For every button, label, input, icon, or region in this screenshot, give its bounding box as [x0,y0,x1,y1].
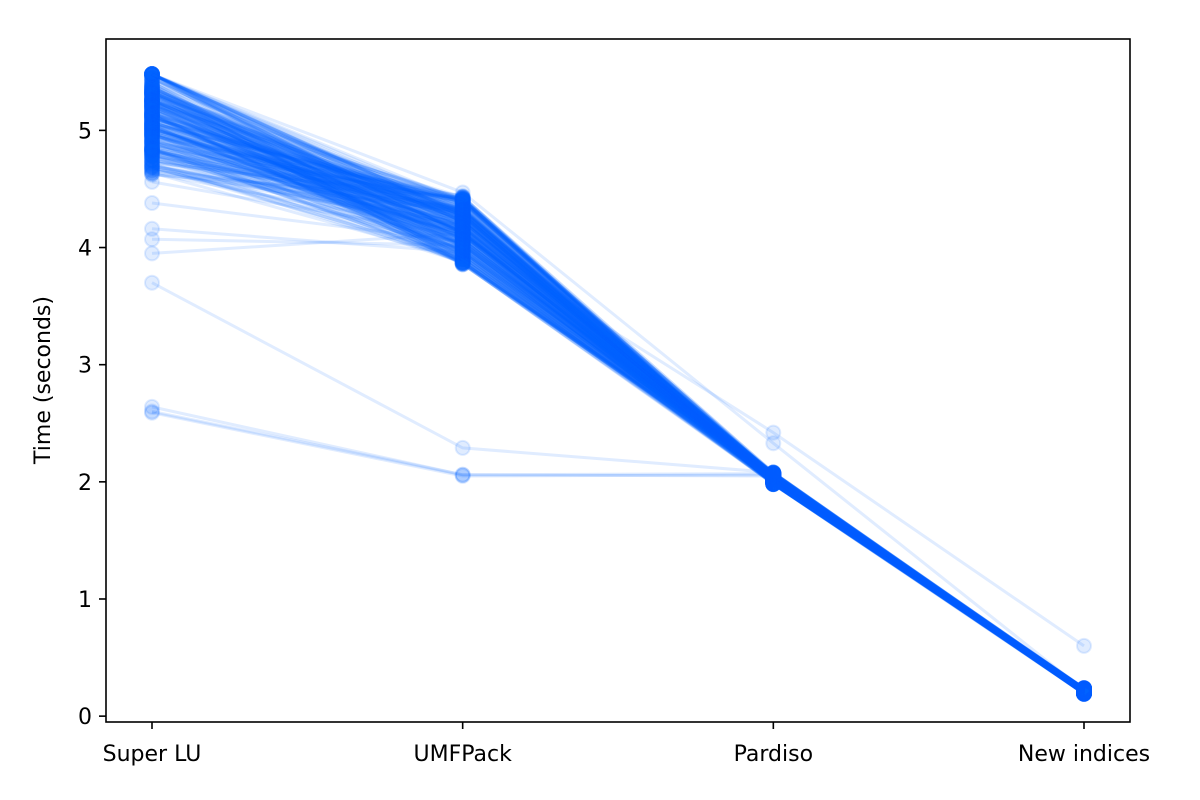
y-axis-label: Time (seconds) [31,296,56,465]
data-point [145,116,159,130]
data-point [145,246,159,260]
y-tick-label: 3 [78,354,92,379]
data-point [145,196,159,210]
data-point [145,175,159,189]
data-point [145,400,159,414]
data-point [766,466,780,480]
x-tick-label: Super LU [103,742,202,767]
data-point [456,229,470,243]
data-point [145,129,159,143]
y-tick-label: 0 [78,705,92,730]
data-point [766,436,780,450]
y-tick-label: 1 [78,588,92,613]
data-point [456,186,470,200]
data-point [1077,639,1091,653]
x-tick-label: New indices [1018,742,1150,767]
x-tick-label: Pardiso [734,742,813,767]
data-point [456,441,470,455]
y-tick-label: 4 [78,237,92,262]
data-point [145,276,159,290]
y-tick-label: 5 [78,119,92,144]
data-point [145,99,159,113]
data-point [145,222,159,236]
data-point [456,211,470,225]
y-tick-label: 2 [78,471,92,496]
data-point [456,468,470,482]
x-tick-label: UMFPack [413,742,512,767]
data-point [145,67,159,81]
data-point [1077,683,1091,697]
